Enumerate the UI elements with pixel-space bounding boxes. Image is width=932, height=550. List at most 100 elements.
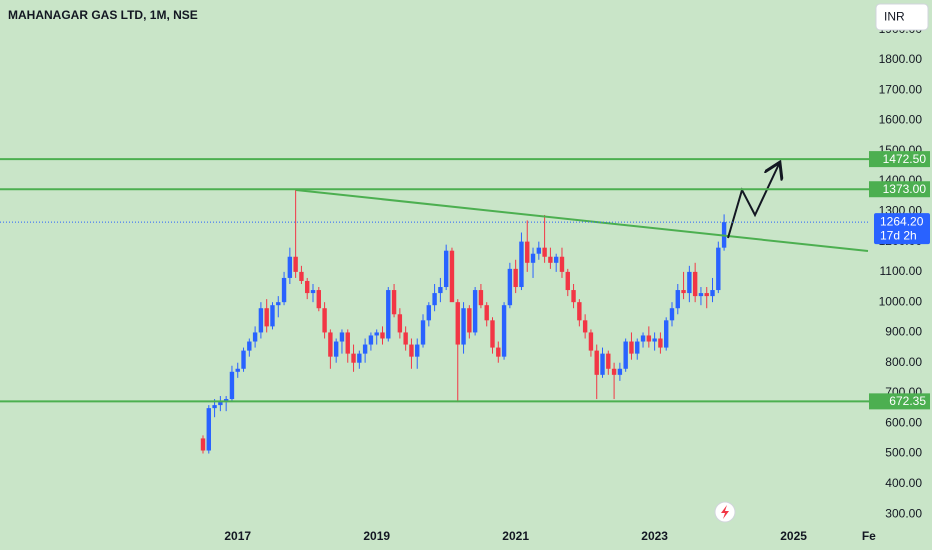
y-tick-label: 1000.00: [879, 294, 923, 308]
level-label-box: [869, 181, 930, 198]
level-label: 1373.00: [883, 182, 927, 196]
level-label-box: [869, 151, 930, 168]
candle-body: [548, 256, 553, 263]
candle-body: [258, 308, 264, 333]
y-tick-label: 800.00: [885, 355, 922, 369]
candle-body: [218, 402, 223, 406]
last-price-label: 1264.20: [880, 214, 924, 228]
candle-body: [710, 290, 715, 297]
candle-body: [397, 314, 403, 333]
candle-body: [600, 353, 605, 375]
currency-button[interactable]: INR: [875, 3, 929, 31]
candle-body: [588, 332, 594, 351]
chart-title: MAHANAGAR GAS LTD, 1M, NSE: [8, 8, 198, 22]
y-tick-label: 900.00: [885, 325, 922, 339]
candle-body: [293, 256, 298, 272]
candle-body: [420, 320, 426, 345]
level-label: 1472.50: [883, 152, 927, 166]
candle-body: [716, 247, 721, 291]
candle-body: [247, 341, 252, 351]
candle-body: [629, 341, 634, 354]
candle-body: [426, 305, 432, 321]
y-tick-label: 300.00: [885, 506, 922, 520]
candle-body: [525, 241, 530, 263]
candle-body: [704, 293, 709, 297]
candle-body: [212, 405, 217, 409]
x-tick-label: 2023: [641, 529, 668, 543]
candle-body: [432, 293, 437, 306]
candle-body: [652, 338, 657, 342]
replay-icon[interactable]: [714, 501, 736, 523]
y-tick-label: 500.00: [885, 446, 922, 460]
y-tick-label: 400.00: [885, 476, 922, 490]
candle-body: [472, 290, 478, 333]
candle-body: [467, 308, 472, 333]
candle-body: [664, 320, 669, 348]
candle-body: [206, 408, 211, 451]
candle-body: [669, 308, 675, 321]
trendline: [295, 189, 869, 252]
y-tick-label: 1100.00: [880, 264, 923, 278]
candle-body: [484, 305, 489, 321]
candle-body: [362, 344, 368, 354]
candle-body: [606, 353, 611, 369]
candle-body: [380, 332, 385, 339]
candle-body: [449, 250, 455, 303]
y-tick-label: 600.00: [885, 415, 922, 429]
candle-body: [328, 332, 333, 357]
candle-body: [646, 335, 652, 342]
candle-body: [333, 341, 339, 357]
candle-body: [235, 368, 240, 372]
candle-body: [368, 335, 374, 345]
candle-body: [687, 271, 692, 294]
candle-body: [264, 308, 269, 327]
y-tick-label: 1700.00: [879, 82, 923, 96]
candle-body: [692, 271, 698, 297]
x-tick-label: 2017: [224, 529, 251, 543]
candle-body: [403, 332, 408, 345]
button-box[interactable]: [875, 3, 929, 31]
candle-body: [507, 268, 513, 306]
y-tick-label: 1600.00: [879, 113, 923, 127]
candle-body: [623, 341, 628, 369]
candle-body: [461, 308, 466, 345]
candle-body: [270, 305, 275, 327]
candle-body: [571, 290, 576, 303]
candle-body: [594, 350, 599, 375]
last-price-box: [874, 213, 930, 245]
candle-body: [287, 256, 293, 278]
x-tick-label: 2025: [780, 529, 807, 543]
candle-body: [582, 320, 588, 333]
candle-body: [513, 268, 518, 288]
candle-body: [559, 256, 565, 272]
candle-body: [496, 347, 501, 357]
candle-body: [519, 241, 524, 288]
icon-bolt[interactable]: [721, 505, 729, 519]
candle-body: [374, 332, 379, 336]
candle-body: [310, 290, 316, 294]
candle-body: [276, 302, 281, 306]
candle-body: [478, 290, 484, 306]
y-tick-label: 1800.00: [879, 52, 923, 66]
candle-body: [635, 341, 640, 354]
plot-area: [200, 189, 727, 454]
x-tick-label: Fe: [862, 529, 876, 543]
x-tick-label: 2021: [502, 529, 529, 543]
candle-body: [299, 271, 304, 281]
candle-body: [281, 277, 287, 303]
candle-body: [577, 302, 582, 321]
candle-body: [305, 280, 310, 294]
candle-body: [357, 353, 362, 363]
currency-label[interactable]: INR: [884, 10, 905, 24]
candle-body: [345, 332, 350, 354]
candle-body: [530, 253, 536, 263]
candle-body: [391, 290, 397, 315]
candle-body: [542, 247, 547, 257]
candle-body: [490, 320, 495, 348]
candle-body: [241, 350, 246, 369]
level-label: 672.35: [889, 394, 926, 408]
candle-body: [438, 287, 443, 294]
